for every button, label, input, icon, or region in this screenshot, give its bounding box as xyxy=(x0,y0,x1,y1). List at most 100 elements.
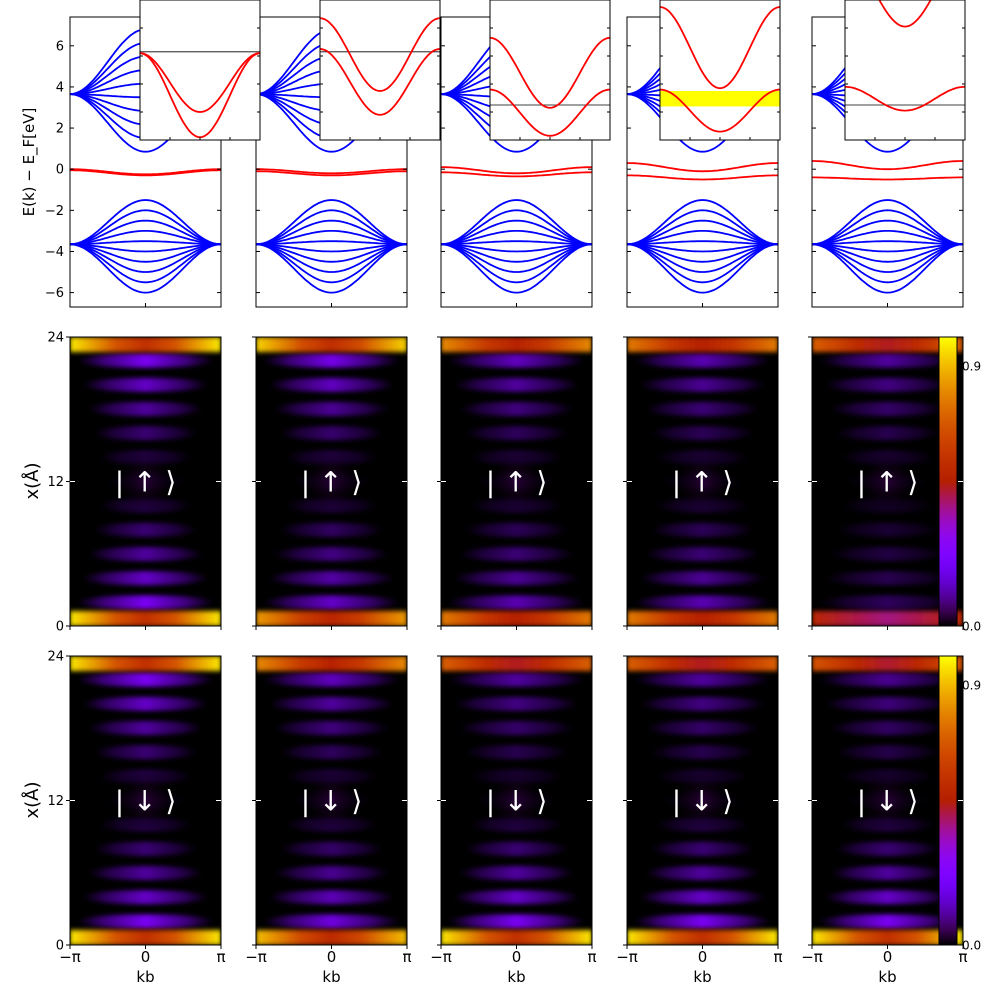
density-band xyxy=(649,426,756,441)
inset-edge-curve xyxy=(490,36,610,109)
inset-background xyxy=(490,0,610,140)
inset-background xyxy=(140,0,260,140)
density-band xyxy=(278,522,385,537)
ytick-label: 2 xyxy=(56,122,64,137)
density-panel-up-1: | ↑ ⟩ 24 12 0 xyxy=(47,331,222,635)
xtick-label: −π xyxy=(801,948,823,966)
density-band xyxy=(87,720,204,735)
density-band xyxy=(463,841,570,856)
spin-ket-label: | ↓ ⟩ xyxy=(672,785,734,818)
top-edge-state xyxy=(256,337,407,352)
density-band xyxy=(273,547,390,562)
ytick-label: 0 xyxy=(56,939,64,954)
density-band xyxy=(639,696,766,711)
density-band xyxy=(463,522,570,537)
inset-plot xyxy=(845,0,965,112)
valence-band-line xyxy=(70,209,221,246)
xtick-label: 0 xyxy=(327,948,337,966)
xtick-label: 0 xyxy=(141,948,151,966)
density-map xyxy=(627,337,778,626)
density-band xyxy=(82,696,209,711)
density-band xyxy=(458,720,575,735)
band-lines xyxy=(70,28,221,294)
density-band xyxy=(92,745,199,760)
edge-state-upper xyxy=(70,168,221,176)
density-panel-up-4: | ↑ ⟩ xyxy=(623,336,779,630)
inset-3 xyxy=(489,0,611,141)
row1-band-panels: 6 4 2 0 −2 −4 −6 xyxy=(45,0,966,308)
inset-background xyxy=(660,0,780,140)
band-panel-4 xyxy=(626,16,779,308)
valence-band-line xyxy=(627,199,778,246)
band-ylabel: E(k) − E_F[eV] xyxy=(20,108,39,217)
density-map xyxy=(441,337,592,626)
inset-2 xyxy=(319,0,441,141)
bottom-edge-state xyxy=(627,930,778,945)
density-map xyxy=(256,656,407,945)
spin-ket-label: | ↓ ⟩ xyxy=(115,785,177,818)
density-band xyxy=(447,672,586,687)
center-glow xyxy=(857,770,918,831)
valence-band-line xyxy=(256,199,407,246)
density-band xyxy=(262,595,401,610)
density-band xyxy=(463,745,570,760)
valence-band-line xyxy=(812,230,963,246)
valence-band-line xyxy=(627,243,778,294)
colorbar-gradient xyxy=(938,655,958,946)
inset-edge-curve xyxy=(878,0,932,28)
top-edge-state xyxy=(627,656,778,671)
density-panel-up-2: | ↑ ⟩ xyxy=(252,336,408,630)
center-glow xyxy=(486,770,547,831)
inset-4 xyxy=(659,0,781,141)
valence-band-line xyxy=(441,243,592,273)
inset-5 xyxy=(844,0,966,141)
valence-band-line xyxy=(256,243,407,273)
edge-state-upper xyxy=(627,162,778,173)
xtick-label: 0 xyxy=(512,948,522,966)
density-band xyxy=(834,426,941,441)
valence-band-line xyxy=(70,243,221,294)
bottom-edge-state xyxy=(812,611,963,626)
top-edge-state xyxy=(441,337,592,352)
inset-background xyxy=(320,0,440,140)
density-band xyxy=(278,426,385,441)
valence-band-line xyxy=(70,243,221,263)
density-band xyxy=(447,595,586,610)
edge-state-lower xyxy=(627,174,778,181)
xtick-label: 0 xyxy=(883,948,893,966)
valence-band-line xyxy=(256,243,407,294)
density-band xyxy=(639,377,766,392)
density-band xyxy=(829,866,946,881)
ytick-label: 0 xyxy=(56,163,64,178)
valence-band-line xyxy=(627,243,778,253)
density-band xyxy=(818,353,957,368)
ytick-label: 0 xyxy=(56,620,64,635)
ytick-label: 12 xyxy=(47,794,64,809)
colorbars: 0.9 0.0 0.9 0.0 xyxy=(938,336,981,953)
density-band xyxy=(76,914,215,929)
top-edge-state xyxy=(627,337,778,352)
density-map xyxy=(812,337,963,626)
colorbar-gradient xyxy=(938,336,958,627)
valence-band-line xyxy=(256,230,407,246)
inset-edge-curve xyxy=(660,6,780,90)
valence-band-line xyxy=(812,240,963,246)
top-edge-state xyxy=(812,656,963,671)
ytick-label: −6 xyxy=(45,286,64,301)
colorbar-tick-label: 0.9 xyxy=(962,678,981,692)
center-glow xyxy=(672,770,733,831)
band-lines xyxy=(627,28,778,294)
inset-plot xyxy=(660,6,780,133)
valence-band-line xyxy=(627,243,778,273)
density-band xyxy=(268,571,395,586)
valence-band-line xyxy=(70,219,221,246)
density-map xyxy=(627,656,778,945)
inset-1 xyxy=(139,0,261,141)
density-band xyxy=(278,841,385,856)
ytick-label: 6 xyxy=(56,39,64,54)
density-band xyxy=(453,696,580,711)
xaxis-label: kb xyxy=(322,968,340,986)
edge-state-lower xyxy=(70,169,221,177)
